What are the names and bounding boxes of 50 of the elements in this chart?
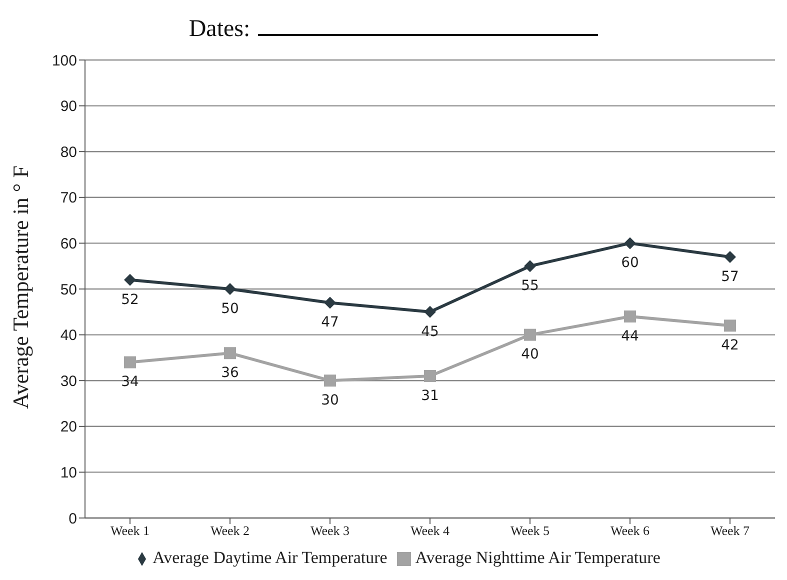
chart-title: Dates: xyxy=(188,16,250,42)
y-tick-label: 10 xyxy=(60,464,77,482)
data-label: 44 xyxy=(621,328,639,344)
y-tick-label: 0 xyxy=(68,510,77,528)
y-tick-label: 20 xyxy=(60,418,77,436)
point xyxy=(324,374,336,387)
data-label: 34 xyxy=(121,374,139,390)
legend-label: Average Daytime Air Temperature xyxy=(152,548,388,567)
data-label: 36 xyxy=(221,365,239,382)
x-tick-label: Week 5 xyxy=(510,523,550,538)
point xyxy=(424,370,436,382)
y-tick-label: 90 xyxy=(60,98,77,116)
point xyxy=(124,356,136,368)
data-label: 31 xyxy=(421,388,439,404)
legend-label: Average Nighttime Air Temperature xyxy=(415,548,660,567)
y-tick-label: 80 xyxy=(60,144,77,161)
data-label: 30 xyxy=(321,392,339,409)
y-tick-label: 70 xyxy=(60,190,77,207)
data-label: 57 xyxy=(721,268,739,285)
y-tick-label: 40 xyxy=(60,327,77,344)
data-label: 40 xyxy=(521,346,539,363)
point xyxy=(624,310,636,322)
x-tick-label: Week 4 xyxy=(410,523,450,538)
point xyxy=(724,320,736,332)
data-label: 42 xyxy=(721,338,739,354)
x-tick-label: Week 1 xyxy=(110,523,150,538)
data-label: 50 xyxy=(221,300,239,317)
y-tick-label: 50 xyxy=(60,281,77,298)
point xyxy=(224,347,236,360)
y-tick-label: 60 xyxy=(60,236,77,253)
point xyxy=(524,328,536,341)
y-tick-label: 100 xyxy=(52,52,77,70)
data-label: 60 xyxy=(621,255,639,272)
point xyxy=(224,283,236,295)
x-tick-label: Week 3 xyxy=(310,523,350,538)
point xyxy=(124,274,136,286)
data-label: 45 xyxy=(421,324,439,340)
data-label: 47 xyxy=(321,314,339,331)
point xyxy=(724,250,736,263)
point xyxy=(524,260,536,272)
y-axis-title: Average Temperature in ° F xyxy=(8,166,33,409)
point xyxy=(324,296,336,309)
x-tick-label: Week 6 xyxy=(610,523,650,538)
point xyxy=(624,237,636,250)
y-tick-label: 30 xyxy=(60,372,77,390)
data-label: 52 xyxy=(121,292,139,308)
x-tick-label: Week 2 xyxy=(210,523,250,538)
data-label: 55 xyxy=(521,278,539,294)
x-tick-label: Week 7 xyxy=(710,523,750,538)
point xyxy=(424,306,436,318)
